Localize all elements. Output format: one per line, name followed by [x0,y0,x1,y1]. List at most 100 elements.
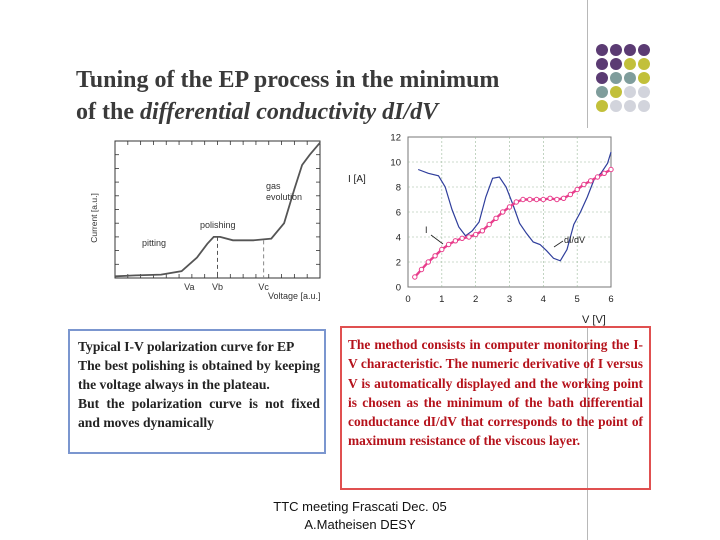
chart2-current-point [540,196,547,203]
decorative-dot [596,86,608,98]
chart2-current-point [581,181,587,188]
title-line-2: of the differential conductivity dI/dV [76,99,439,125]
chart2-ylabel: I [A] [348,174,366,185]
chart1-xlabel: Voltage [a.u.] [268,291,321,301]
chart2-current-point [520,196,526,203]
chart1-annotation-gas: gas evolution [266,181,302,202]
decorative-dot [596,58,608,70]
slide-title: Tuning of the EP process in the minimum … [76,64,586,128]
decorative-dot [596,72,608,84]
chart2-current-point [594,174,601,180]
chart1-annotation-gas-line-2: evolution [266,192,302,202]
chart1-annotation-gas-line: gas [266,181,281,191]
chart2-y-tick-label: 12 [390,133,401,144]
chart1-tick-vb: Vb [212,282,223,292]
decorative-dot [610,72,622,84]
chart2-current-point [533,196,540,203]
decorative-dot [610,100,622,112]
footer-line-2: A.Matheisen DESY [304,517,416,532]
chart2-current-point [608,166,614,173]
chart1-iv-curve [114,142,321,278]
chart2-series-pointer-didv [553,240,564,248]
chart2-x-tick-label: 0 [405,294,410,305]
chart2-current-point [588,178,594,184]
chart2-series-label-didv: dI/dV [564,235,585,245]
chart1-tick-vc: Vc [258,282,269,292]
chart2-current-point [574,186,580,193]
chart2-current-points [412,166,614,280]
chart2-x-tick-labels: 0 1 2 3 4 5 6 [405,294,613,305]
chart2-xlabel: V [V] [582,314,606,326]
chart2-current-point [500,209,506,215]
chart2-current-point [445,241,452,248]
chart2-current-point [473,231,479,238]
chart2-x-tick-label: 1 [439,294,444,305]
decorative-dot [638,44,650,56]
chart1-annotation-pitting: pitting [142,238,166,248]
chart2-current-point [432,253,438,259]
chart2-current-point [425,259,432,265]
chart2-y-tick-label: 2 [396,258,401,269]
footer-line-1: TTC meeting Frascati Dec. 05 [273,499,447,514]
right-box-text: The method consists in computer monitori… [348,337,643,449]
polarization-curve-chart: Current [a.u.] Voltage [a.u.] Va Vb Vc p… [85,133,340,313]
chart2-current-point [479,228,486,234]
chart2-x-tick-label: 3 [507,294,512,305]
chart2-y-tick-labels: 0 2 4 6 8 10 12 [390,133,401,294]
chart1-background [85,133,340,313]
chart2-y-tick-label: 8 [396,183,401,194]
typical-iv-textbox: Typical I-V polarization curve for EP Th… [68,329,326,454]
decorative-dot [638,100,650,112]
chart2-y-tick-label: 0 [396,283,401,294]
decorative-dot [624,44,636,56]
chart2-current-point [601,170,607,176]
left-box-heading: Typical I-V polarization curve for EP [78,339,295,354]
decorative-dot [624,100,636,112]
decorative-dot [596,44,608,56]
chart2-current-point [527,196,533,203]
chart1-annotation-polishing: polishing [200,220,236,230]
chart2-current-point [513,199,520,205]
decorative-dot [624,72,636,84]
left-box-paragraph-1: The best polishing is obtained by keepin… [78,358,320,392]
chart2-didv-curve [417,151,612,262]
chart2-series-pointer-i [430,234,444,245]
title-italic-part: differential conductivity dI/dV [139,99,439,125]
chart2-current-point [459,235,465,242]
chart2-x-tick-label: 6 [608,294,613,305]
chart2-current-point [418,266,425,273]
chart2-y-tick-label: 4 [396,233,401,244]
chart2-y-tick-label: 10 [390,158,401,169]
footer: TTC meeting Frascati Dec. 05 A.Matheisen… [240,498,480,534]
decorative-dot [610,44,622,56]
chart2-current-point [486,221,492,228]
title-line-1: Tuning of the EP process in the minimum [76,67,500,93]
chart2-current-point [547,195,553,202]
decorative-dot [610,86,622,98]
chart2-current-point [466,234,472,240]
decorative-dot [596,100,608,112]
chart2-x-tick-label: 2 [473,294,478,305]
decorative-dot [638,72,650,84]
chart2-series-label-i: I [425,225,428,235]
method-textbox: The method consists in computer monitori… [340,326,651,490]
chart2-current-point [452,238,459,244]
chart2-current-point [506,204,513,210]
chart2-x-tick-label: 5 [575,294,580,305]
chart1-ylabel: Current [a.u.] [89,193,99,243]
decorative-dot [624,86,636,98]
left-box-paragraph-2: But the polarization curve is not fixed … [78,396,320,430]
chart2-current-point [412,274,418,280]
chart2-y-tick-label: 6 [396,208,401,219]
decorative-dot [638,58,650,70]
chart2-current-point [567,191,574,198]
chart2-current-point [439,246,445,253]
chart1-frame-ticks [115,141,320,278]
decorative-dot [638,86,650,98]
chart2-current-point [560,195,567,202]
decorative-dot [610,58,622,70]
chart1-tick-va: Va [184,282,194,292]
chart2-x-tick-label: 4 [541,294,546,305]
